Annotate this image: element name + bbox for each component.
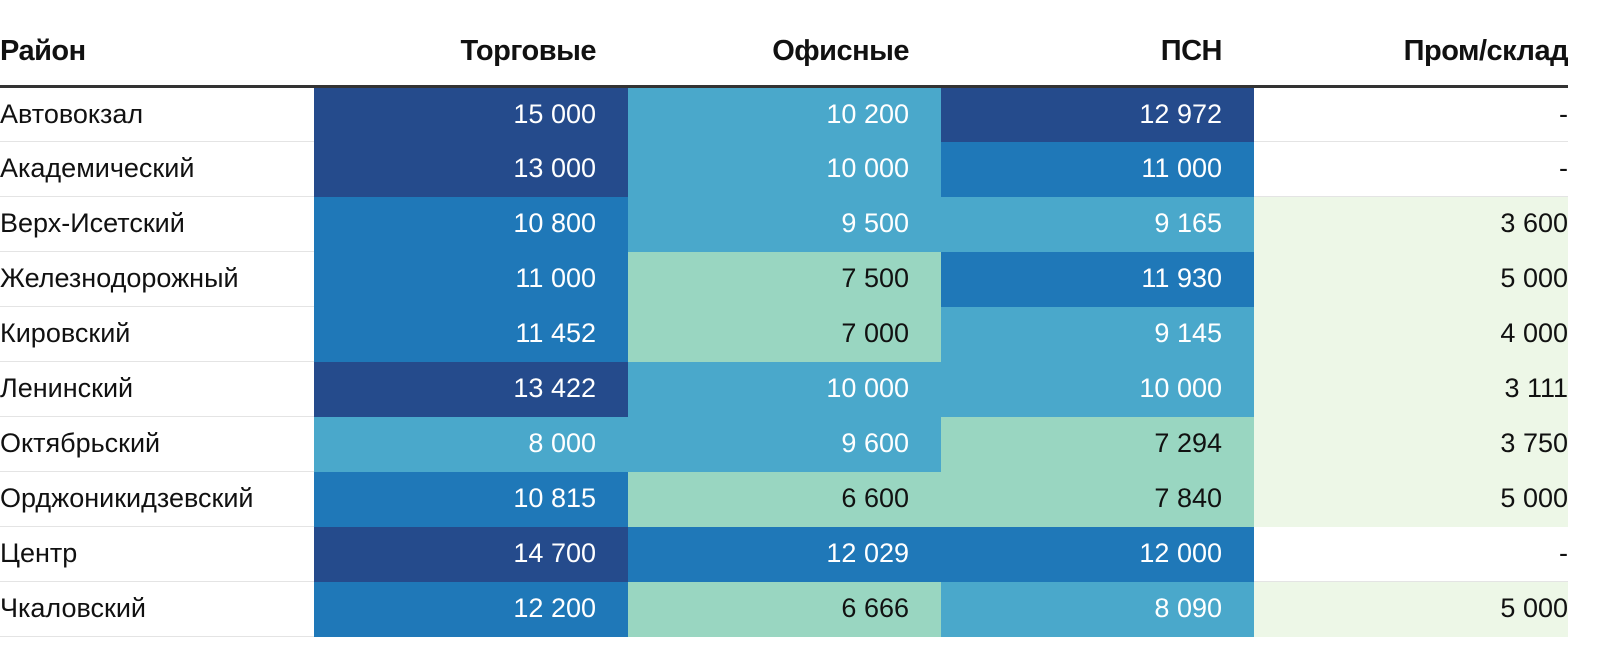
heatmap-cell-psn: 8 090 (941, 581, 1254, 637)
table-row: Автовокзал 15 000 10 200 12 972- (0, 86, 1568, 142)
table-row: Орджоникидзевский 10 815 6 600 7 840 5 000 (0, 471, 1568, 527)
heatmap-cell-industrial-warehouse: 5 000 (1254, 471, 1568, 527)
table-row: Кировский 11 452 7 000 9 145 4 000 (0, 306, 1568, 362)
district-name-cell: Чкаловский (0, 581, 314, 637)
table-row: Железнодорожный 11 000 7 500 11 930 5 000 (0, 251, 1568, 307)
heatmap-cell-psn: 7 294 (941, 416, 1254, 472)
heatmap-cell-industrial-warehouse: 3 600 (1254, 196, 1568, 252)
table-row: Центр 14 700 12 029 12 000- (0, 526, 1568, 582)
district-name-cell: Орджоникидзевский (0, 471, 314, 527)
heatmap-cell-retail: 8 000 (314, 416, 628, 472)
heatmap-cell-psn: 12 000 (941, 526, 1254, 582)
heatmap-cell-industrial-warehouse: 5 000 (1254, 581, 1568, 637)
column-header-office: Офисные (628, 18, 941, 88)
district-name-cell: Ленинский (0, 361, 314, 417)
district-name-cell: Верх-Исетский (0, 196, 314, 252)
column-header-retail: Торговые (314, 18, 628, 88)
heatmap-cell-office: 6 600 (628, 471, 941, 527)
heatmap-cell-retail: 10 815 (314, 471, 628, 527)
table-row: Ленинский 13 422 10 000 10 000 3 111 (0, 361, 1568, 417)
heatmap-cell-industrial-warehouse: - (1254, 86, 1568, 142)
heatmap-cell-retail: 14 700 (314, 526, 628, 582)
heatmap-cell-office: 7 000 (628, 306, 941, 362)
column-header-psn: ПСН (941, 18, 1254, 88)
heatmap-cell-office: 10 000 (628, 361, 941, 417)
heatmap-table: Район Торговые Офисные ПСН Пром/склад Ав… (0, 18, 1569, 637)
heatmap-cell-psn: 10 000 (941, 361, 1254, 417)
district-name-cell: Железнодорожный (0, 251, 314, 307)
heatmap-cell-psn: 9 145 (941, 306, 1254, 362)
heatmap-cell-psn: 9 165 (941, 196, 1254, 252)
heatmap-cell-psn: 7 840 (941, 471, 1254, 527)
table-header: Район Торговые Офисные ПСН Пром/склад (0, 18, 1569, 88)
heatmap-cell-industrial-warehouse: - (1254, 141, 1568, 197)
column-header-industrial-warehouse: Пром/склад (1254, 18, 1569, 88)
heatmap-cell-industrial-warehouse: 3 750 (1254, 416, 1568, 472)
heatmap-cell-office: 10 000 (628, 141, 941, 197)
heatmap-cell-retail: 15 000 (314, 86, 628, 142)
table-row: Чкаловский 12 200 6 666 8 090 5 000 (0, 581, 1568, 637)
heatmap-cell-retail: 10 800 (314, 196, 628, 252)
district-name-cell: Академический (0, 141, 314, 197)
heatmap-cell-office: 9 600 (628, 416, 941, 472)
heatmap-cell-retail: 12 200 (314, 581, 628, 637)
heatmap-cell-office: 12 029 (628, 526, 941, 582)
heatmap-cell-industrial-warehouse: 4 000 (1254, 306, 1568, 362)
heatmap-cell-psn: 11 000 (941, 141, 1254, 197)
header-row: Район Торговые Офисные ПСН Пром/склад (0, 18, 1569, 88)
district-name-cell: Кировский (0, 306, 314, 362)
district-name-cell: Октябрьский (0, 416, 314, 472)
district-name-cell: Центр (0, 526, 314, 582)
heatmap-cell-industrial-warehouse: 3 111 (1254, 361, 1568, 417)
heatmap-cell-psn: 12 972 (941, 86, 1254, 142)
heatmap-cell-retail: 11 000 (314, 251, 628, 307)
heatmap-cell-retail: 13 000 (314, 141, 628, 197)
table-row: Верх-Исетский 10 800 9 500 9 165 3 600 (0, 196, 1568, 252)
heatmap-cell-office: 9 500 (628, 196, 941, 252)
table-row: Академический 13 000 10 000 11 000- (0, 141, 1568, 197)
heatmap-cell-office: 6 666 (628, 581, 941, 637)
heatmap-cell-office: 7 500 (628, 251, 941, 307)
heatmap-cell-industrial-warehouse: - (1254, 526, 1568, 582)
heatmap-cell-office: 10 200 (628, 86, 941, 142)
column-header-district: Район (0, 18, 314, 88)
heatmap-cell-industrial-warehouse: 5 000 (1254, 251, 1568, 307)
heatmap-table-container: Район Торговые Офисные ПСН Пром/склад Ав… (0, 18, 1569, 637)
heatmap-cell-retail: 11 452 (314, 306, 628, 362)
heatmap-cell-psn: 11 930 (941, 251, 1254, 307)
district-name-cell: Автовокзал (0, 86, 314, 142)
table-body: Автовокзал 15 000 10 200 12 972- Академическ… (0, 86, 1568, 637)
table-row: Октябрьский 8 000 9 600 7 294 3 750 (0, 416, 1568, 472)
heatmap-cell-retail: 13 422 (314, 361, 628, 417)
